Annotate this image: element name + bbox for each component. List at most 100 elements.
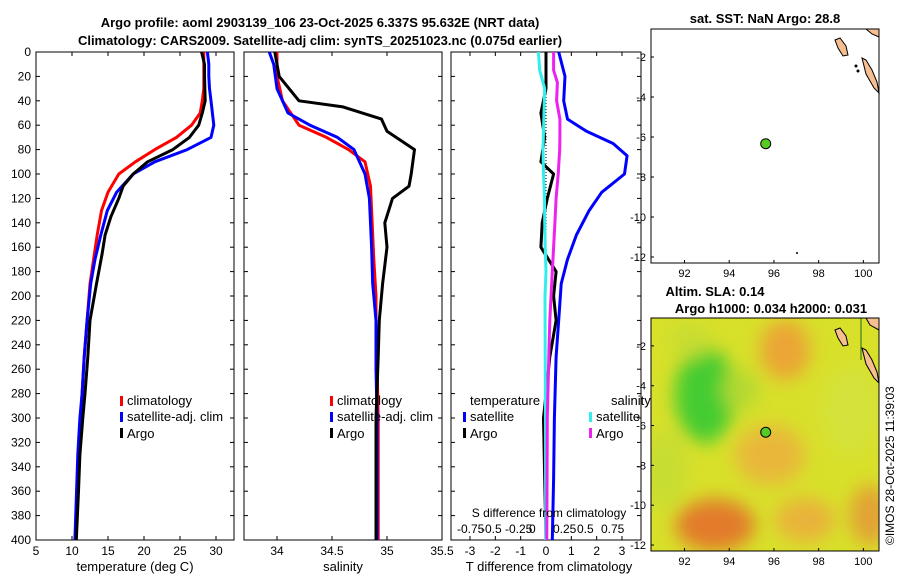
sla-blob-high (760, 320, 810, 380)
x-tick-label: 35.5 (430, 544, 454, 558)
legend-label: satellite-adj. clim (127, 409, 223, 424)
map-y-tick-label: -12 (630, 540, 646, 552)
sla-island (834, 327, 849, 347)
sla-island (861, 347, 879, 384)
depth-tick-label: 80 (18, 143, 32, 157)
profile-line-argo (74, 51, 207, 541)
depth-tick-label: 40 (18, 94, 32, 108)
map-x-tick-label: 92 (678, 556, 690, 568)
depth-tick-label: 0 (24, 45, 31, 59)
map-x-tick-label: 96 (768, 268, 780, 280)
salinity-diff-tick-label: -0.75 (457, 522, 485, 536)
sst-islet (796, 252, 798, 254)
legend-swatch-satellite-s (589, 412, 592, 422)
depth-tick-label: 180 (11, 265, 31, 279)
map-y-tick-label: -2 (636, 341, 646, 353)
sla-field (651, 320, 879, 551)
depth-tick-label: 320 (11, 435, 31, 449)
temperature-legend: climatology satellite-adj. clim Argo (120, 393, 223, 441)
x-tick-label: 1 (568, 544, 575, 558)
legend-label: satellite (470, 409, 514, 424)
map-x-tick-label: 96 (768, 556, 780, 568)
x-tick-label: 5 (33, 544, 40, 558)
depth-tick-label: 100 (11, 167, 31, 181)
sst-island (834, 37, 849, 57)
sla-map-ticks: 92 94 96 98 100 -2 -4 -6 -8 -10 -12 (630, 341, 872, 568)
x-tick-label: 10 (65, 544, 79, 558)
temperature-x-ticks: 5 10 15 20 25 30 (33, 52, 223, 558)
salinity-curves (267, 51, 416, 540)
map-y-tick-label: -4 (636, 381, 646, 393)
depth-tick-label: 60 (18, 118, 32, 132)
salinity-difference-axis-label: S difference from climatology (472, 506, 627, 520)
map-x-tick-label: 94 (723, 556, 735, 568)
map-y-tick-label: -10 (630, 500, 646, 512)
depth-axis-ticks: 0 20 40 60 80 100 120 140 160 180 200 220 240 260 280 3… (11, 45, 641, 547)
salinity-x-ticks: 34 34.5 35 35.5 (270, 52, 454, 558)
temperature-curves (73, 51, 216, 541)
legend-label: climatology (127, 393, 193, 408)
map-y-tick-label: -12 (630, 252, 646, 264)
x-tick-label: 15 (101, 544, 115, 558)
legend-swatch-climatology (330, 396, 333, 406)
depth-tick-label: 280 (11, 387, 31, 401)
sla-blob-high (775, 498, 835, 542)
legend-swatch-argo-t (463, 428, 466, 438)
x-tick-label: 35 (380, 544, 394, 558)
sst-island (861, 57, 880, 95)
map-y-tick-label: -4 (636, 92, 646, 104)
sla-blob (651, 430, 687, 510)
depth-tick-label: 200 (11, 289, 31, 303)
legend-label: Argo (470, 426, 497, 441)
legend-swatch-argo (330, 428, 333, 438)
map-x-tick-label: 94 (723, 268, 735, 280)
sst-islet (854, 64, 858, 68)
map-x-tick-label: 100 (854, 556, 872, 568)
sla-map-frame (650, 317, 880, 552)
depth-tick-label: 340 (11, 460, 31, 474)
sst-argo-location-marker (760, 138, 772, 150)
sla-blob (670, 322, 710, 358)
profile-line-satellite-salinity- (536, 51, 548, 541)
map-y-tick-label: -8 (636, 460, 646, 472)
map-y-tick-label: -6 (636, 421, 646, 433)
legend-header-salinity: salinity (611, 393, 651, 408)
depth-tick-label: 160 (11, 240, 31, 254)
sla-blob (822, 365, 878, 455)
depth-tick-label: 400 (11, 533, 31, 547)
salinity-difference-ticks: -0.75-0.5 -0.250 0.25 0.5 0.75 (457, 522, 625, 536)
sla-blob-low (675, 347, 735, 443)
salinity-diff-tick-label: 0.25 (553, 522, 577, 536)
profile-line-argo-salinity- (545, 52, 562, 541)
legend-swatch-climatology (120, 396, 123, 406)
figure-title-line2: Climatology: CARS2009. Satellite-adj cli… (78, 33, 562, 48)
x-tick-label: -3 (465, 544, 476, 558)
x-tick-label: 0 (543, 544, 550, 558)
salinity-legend: climatology satellite-adj. clim Argo (330, 393, 433, 441)
sla-blob-high (850, 485, 879, 545)
depth-tick-label: 120 (11, 191, 31, 205)
depth-tick-label: 260 (11, 362, 31, 376)
depth-tick-label: 20 (18, 69, 32, 83)
legend-label: satellite-adj. clim (337, 409, 433, 424)
sla-map-subtitle: Argo h1000: 0.034 h2000: 0.031 (675, 301, 867, 316)
temperature-difference-axis-label: T difference from climatology (466, 559, 633, 574)
map-y-tick-label: -8 (636, 172, 646, 184)
x-tick-label: 34 (270, 544, 284, 558)
figure-title-line1: Argo profile: aoml 2903139_106 23-Oct-20… (101, 15, 540, 30)
sla-land-patch (865, 318, 879, 331)
legend-label: Argo (337, 426, 364, 441)
depth-tick-label: 360 (11, 484, 31, 498)
legend-swatch-satellite (330, 412, 333, 422)
x-tick-label: 34.5 (320, 544, 344, 558)
salinity-diff-tick-label: -0.5 (481, 522, 502, 536)
sst-map-ticks: 92 94 96 98 100 -2 -4 -6 -8 -10 -12 (630, 52, 872, 280)
x-tick-label: 30 (209, 544, 223, 558)
depth-tick-label: 240 (11, 338, 31, 352)
imos-credit-label: ©IMOS 28-Oct-2025 11:39:03 (883, 386, 897, 545)
legend-swatch-satellite-t (463, 412, 466, 422)
salinity-diff-tick-label: 0 (529, 522, 536, 536)
map-x-tick-label: 92 (678, 268, 690, 280)
depth-tick-label: 140 (11, 216, 31, 230)
